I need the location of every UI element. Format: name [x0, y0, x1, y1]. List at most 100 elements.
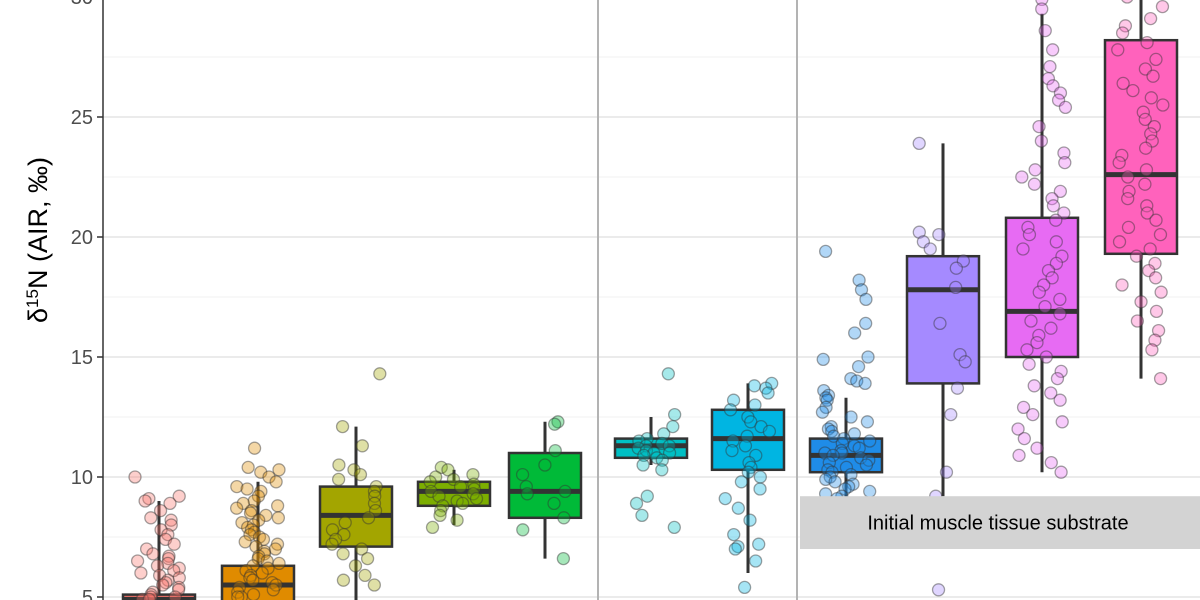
data-point — [819, 400, 833, 415]
data-point — [232, 580, 246, 595]
box-group — [1004, 0, 1080, 479]
data-point — [254, 484, 268, 499]
data-point — [144, 590, 158, 600]
data-point — [1045, 43, 1060, 57]
data-point — [1017, 431, 1031, 446]
data-point — [134, 566, 148, 580]
data-point — [1041, 71, 1056, 86]
data-point — [353, 467, 368, 482]
data-point — [765, 376, 779, 391]
data-point — [436, 499, 450, 513]
data-point — [1139, 141, 1153, 155]
data-point — [1038, 23, 1052, 38]
box — [507, 451, 583, 520]
data-point — [1035, 0, 1049, 7]
data-point — [723, 403, 738, 417]
y-axis-title-rest: N (AIR, ‰) — [23, 157, 53, 289]
data-point — [944, 407, 958, 422]
data-point — [255, 566, 269, 580]
annotation-label: Initial muscle tissue substrate — [867, 513, 1128, 535]
data-point — [932, 227, 946, 242]
data-point — [1032, 119, 1046, 134]
data-point — [1148, 271, 1163, 285]
data-point — [547, 417, 562, 431]
data-point — [1130, 314, 1145, 328]
data-point — [167, 537, 181, 551]
data-point — [241, 460, 255, 475]
box-group — [613, 367, 689, 535]
data-point — [632, 434, 646, 448]
data-point — [838, 482, 852, 496]
data-point — [818, 446, 832, 460]
data-point — [854, 451, 868, 465]
data-point — [1140, 35, 1154, 50]
data-point — [754, 419, 768, 434]
data-point — [358, 568, 372, 583]
data-point — [538, 458, 552, 472]
data-point — [354, 542, 369, 556]
data-point — [821, 388, 836, 403]
data-point — [1053, 307, 1067, 321]
data-point — [761, 386, 775, 400]
data-point — [446, 472, 461, 487]
box-group — [1103, 0, 1179, 386]
data-point — [336, 573, 351, 587]
data-point — [515, 467, 530, 482]
data-point — [268, 542, 283, 556]
data-point — [467, 482, 481, 496]
data-point — [1046, 79, 1060, 93]
data-point — [1143, 242, 1157, 256]
data-point — [1122, 184, 1136, 199]
data-point — [1115, 278, 1129, 292]
data-point — [1053, 184, 1068, 199]
data-point — [851, 359, 866, 374]
data-point — [270, 499, 285, 513]
data-point — [368, 489, 382, 503]
data-point — [742, 455, 756, 470]
data-point — [744, 415, 758, 429]
data-point — [234, 590, 249, 600]
data-point — [1030, 441, 1044, 455]
data-point — [254, 465, 268, 479]
box-group — [710, 376, 786, 595]
y-axis-title: δ15N (AIR, ‰) — [23, 157, 54, 323]
data-point — [272, 463, 286, 477]
data-point — [1038, 299, 1052, 314]
data-point — [269, 475, 283, 489]
data-point — [949, 261, 963, 275]
data-point — [1111, 43, 1125, 57]
y-tick-label: 10 — [71, 467, 93, 489]
data-point — [1112, 155, 1126, 170]
data-point — [138, 494, 152, 508]
data-point — [269, 578, 283, 592]
data-point — [647, 446, 661, 460]
data-point — [1140, 199, 1154, 213]
data-point — [743, 513, 757, 527]
data-point — [332, 458, 346, 472]
data-point — [466, 487, 480, 501]
data-point — [434, 503, 448, 518]
data-point — [1153, 227, 1168, 242]
data-point — [1148, 333, 1162, 347]
data-point — [337, 527, 351, 542]
data-point — [167, 563, 181, 578]
data-point — [847, 439, 861, 453]
data-point — [912, 136, 926, 151]
data-point — [823, 470, 837, 484]
data-point — [835, 446, 849, 460]
data-point — [551, 415, 565, 429]
data-point — [1144, 127, 1158, 141]
data-point — [519, 479, 533, 494]
data-point — [825, 424, 839, 439]
data-point — [636, 458, 650, 472]
data-point — [933, 316, 947, 331]
data-point — [819, 391, 833, 405]
data-point — [156, 578, 170, 592]
data-point — [231, 590, 245, 600]
data-point — [916, 235, 931, 249]
data-point — [1156, 98, 1170, 112]
box-group — [220, 441, 296, 600]
data-point — [639, 439, 653, 453]
data-point — [825, 465, 839, 479]
data-point — [661, 367, 675, 381]
